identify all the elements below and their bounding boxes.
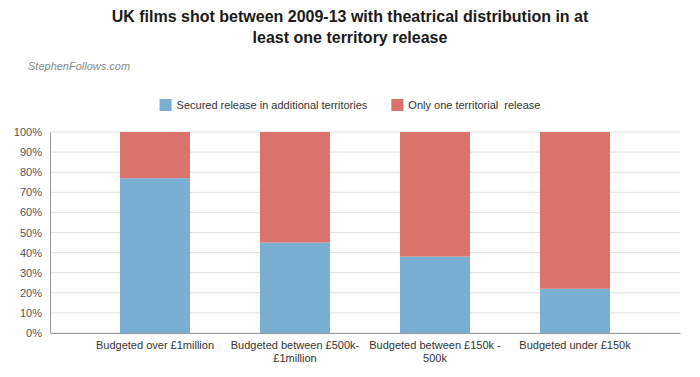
tick-label-line: Budgeted between £500k-	[231, 339, 360, 351]
bar	[540, 289, 610, 333]
bars	[120, 132, 610, 333]
tick-label: 100%	[14, 126, 42, 138]
series	[120, 178, 610, 333]
tick-label: 30%	[20, 267, 42, 279]
tick-label: Budgeted between £150k -500k	[369, 339, 501, 364]
tick: Budgeted between £500k-£1million	[231, 333, 360, 364]
bar	[120, 178, 190, 333]
tick: 20%	[20, 287, 50, 299]
tick-label: 10%	[20, 307, 42, 319]
tick: Budgeted between £150k -500k	[369, 333, 501, 364]
axis-line	[50, 133, 51, 334]
tick-label: 80%	[20, 166, 42, 178]
tick-label: Budgeted between £500k-£1million	[231, 339, 360, 364]
annotation: StephenFollows.com	[28, 60, 130, 72]
plot: 0% 10% 20% 30% 40% 50% 60% 70% 80% 90% 100% Budgete…	[14, 126, 681, 364]
tick-label-line: £1million	[273, 352, 316, 364]
tick: 0%	[26, 327, 50, 339]
bar	[260, 132, 330, 243]
bar	[400, 132, 470, 257]
tick-label-line: Budgeted under £150k	[519, 339, 631, 351]
tick: 90%	[20, 146, 50, 158]
tick-label-line: Budgeted between £150k -	[369, 339, 501, 351]
tick-label: 60%	[20, 206, 42, 218]
tick: Budgeted under £150k	[519, 333, 631, 351]
legend-item: Only one territorial release	[391, 99, 540, 111]
tick-label: 50%	[20, 227, 42, 239]
chart: UK films shot between 2009-13 with theat…	[0, 0, 700, 377]
tick: 80%	[20, 166, 50, 178]
series	[120, 132, 610, 289]
tick: 70%	[20, 186, 50, 198]
legend-label: Secured release in additional territorie…	[177, 99, 368, 111]
tick-label: 90%	[20, 146, 42, 158]
tick: 60%	[20, 206, 50, 218]
bar	[540, 132, 610, 289]
tick-label: Budgeted under £150k	[519, 339, 631, 351]
tick-label: 70%	[20, 186, 42, 198]
bar	[400, 257, 470, 333]
axis-line	[51, 333, 681, 334]
tick: 50%	[20, 227, 50, 239]
title-line: least one territory release	[253, 29, 448, 46]
tick-label-line: 500k	[423, 352, 447, 364]
tick: 30%	[20, 267, 50, 279]
bar	[260, 243, 330, 333]
tick: 100%	[14, 126, 50, 138]
tick: 40%	[20, 247, 50, 259]
title-line: UK films shot between 2009-13 with theat…	[112, 8, 589, 25]
tick-label: 20%	[20, 287, 42, 299]
tick-label-line: Budgeted over £1million	[96, 339, 214, 351]
legend-swatch	[391, 99, 403, 111]
legend-swatch	[160, 99, 172, 111]
tick-label: 0%	[26, 327, 42, 339]
title: UK films shot between 2009-13 with theat…	[112, 8, 589, 46]
legend-item: Secured release in additional territorie…	[160, 99, 368, 111]
legend: Secured release in additional territorie…	[160, 99, 541, 111]
tick: 10%	[20, 307, 50, 319]
tick-label: 40%	[20, 247, 42, 259]
x-axis: Budgeted over £1million Budgeted between …	[51, 333, 681, 364]
tick-label: Budgeted over £1million	[96, 339, 214, 351]
legend-label: Only one territorial release	[408, 99, 540, 111]
tick: Budgeted over £1million	[96, 333, 214, 351]
y-axis: 0% 10% 20% 30% 40% 50% 60% 70% 80% 90% 100%	[14, 126, 51, 339]
bar	[120, 132, 190, 178]
grid	[50, 132, 680, 333]
